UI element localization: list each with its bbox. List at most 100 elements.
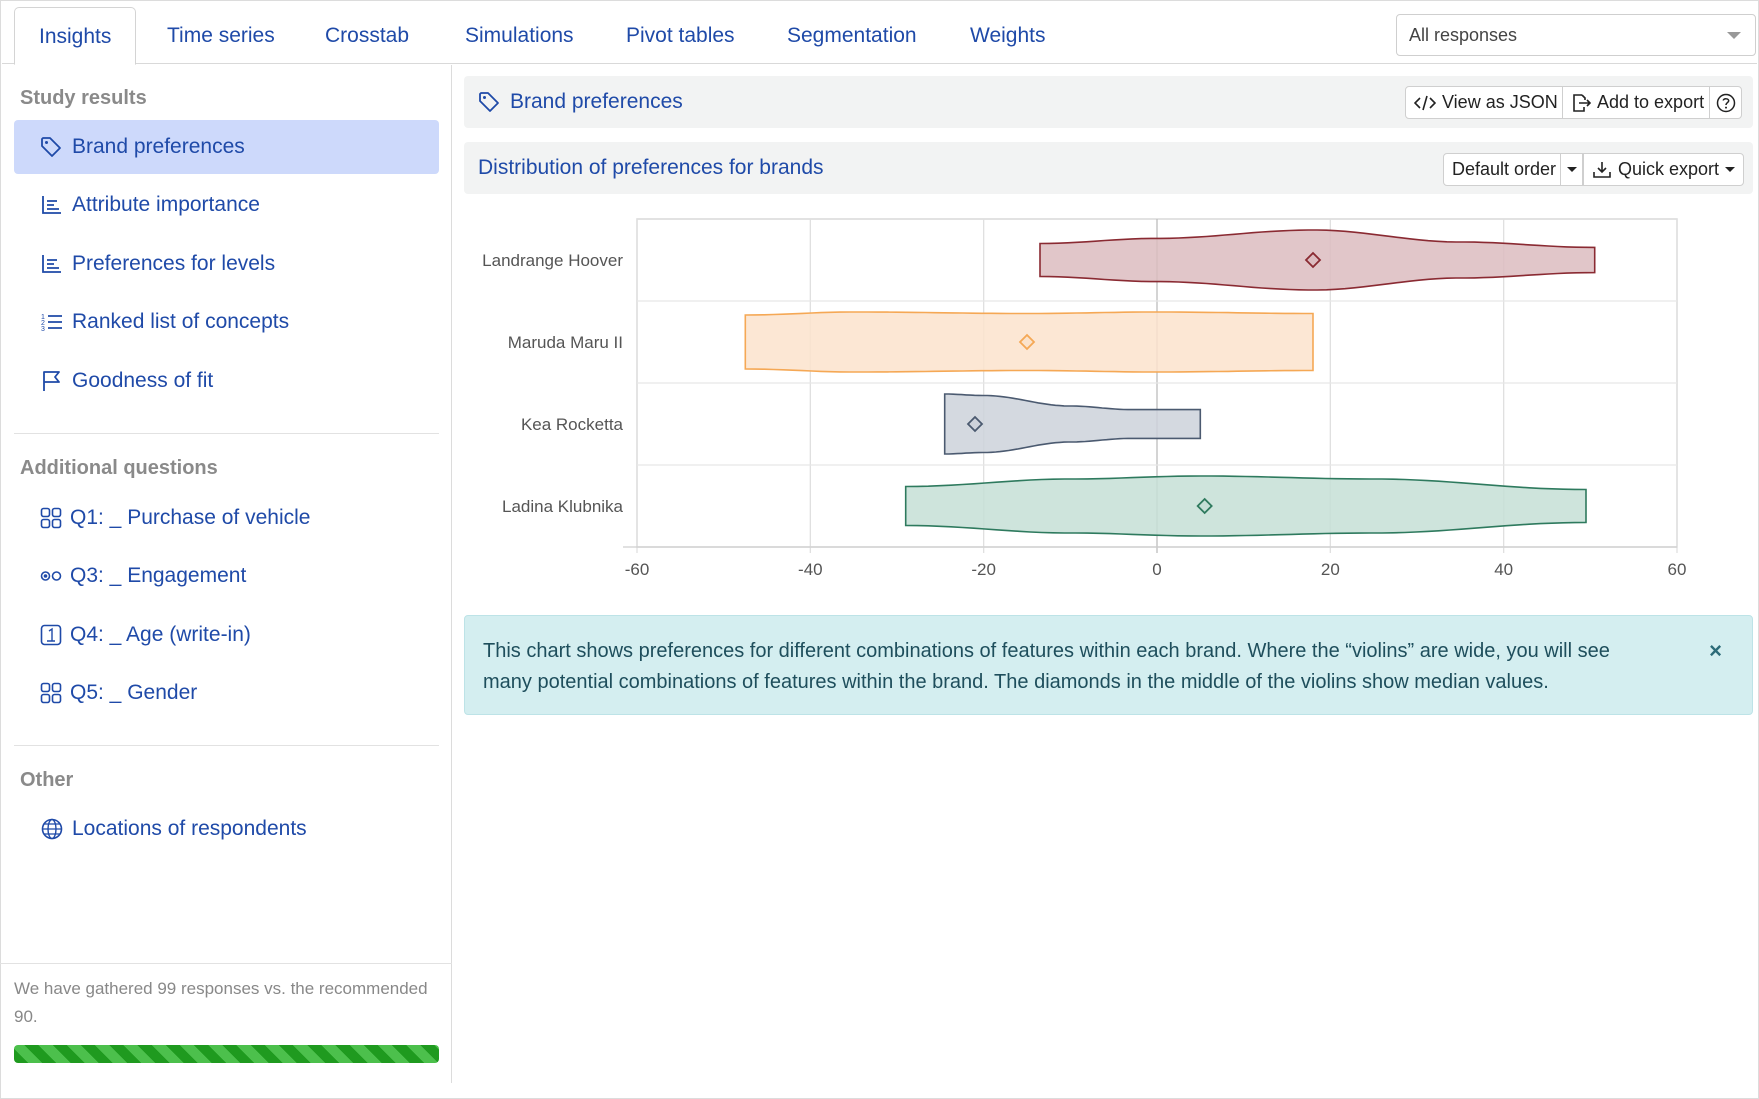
- download-icon: [1593, 161, 1611, 178]
- sidebar-divider: [14, 745, 439, 746]
- sidebar-item-label: Brand preferences: [72, 135, 245, 158]
- view-as-json-button[interactable]: View as JSON: [1405, 86, 1567, 119]
- sort-order-label: Default order: [1452, 159, 1557, 179]
- quick-export-button[interactable]: Quick export: [1583, 153, 1745, 186]
- x-tick-label: -60: [625, 560, 650, 579]
- radio-choice-icon: [40, 571, 62, 581]
- tag-icon: [479, 92, 499, 112]
- caret-down-icon: [1566, 167, 1577, 172]
- section-header: Brand preferences View as JSON Add to ex…: [464, 76, 1753, 128]
- sort-order-dropdown-toggle[interactable]: [1560, 153, 1583, 186]
- sidebar-item-label: Q3: _ Engagement: [70, 564, 247, 587]
- response-count-text: We have gathered 99 responses vs. the re…: [14, 979, 428, 1026]
- sidebar-item-q3[interactable]: Q3: _ Engagement: [14, 549, 439, 603]
- add-to-export-label: Add to export: [1597, 92, 1705, 112]
- chart-labels: -60 -40 -20 0 20 40 60 Landrange Hoover Maruda M…: [482, 251, 1686, 579]
- code-icon: [1414, 95, 1436, 110]
- median-marker: [1018, 333, 1036, 351]
- sidebar: Study results Brand preferences Attribut…: [0, 65, 452, 1083]
- response-filter-select[interactable]: All responses: [1396, 14, 1756, 56]
- y-category-label: Maruda Maru II: [508, 333, 623, 352]
- caret-down-icon: [1725, 167, 1736, 172]
- sidebar-item-attribute-importance[interactable]: Attribute importance: [14, 178, 439, 232]
- section-title-additional-questions: Additional questions: [20, 457, 218, 479]
- chart-title: Distribution of preferences for brands: [478, 142, 824, 194]
- sidebar-item-q4[interactable]: Q4: _ Age (write-in): [14, 608, 439, 662]
- grid-choice-icon: [40, 682, 62, 704]
- sidebar-item-label: Q4: _ Age (write-in): [70, 623, 251, 646]
- sidebar-item-label: Locations of respondents: [72, 817, 307, 840]
- median-marker: [966, 415, 984, 433]
- response-progress-bar: [14, 1045, 439, 1063]
- tab-crosstab[interactable]: Crosstab: [325, 24, 410, 47]
- help-button[interactable]: [1709, 86, 1742, 119]
- section-title: Brand preferences: [478, 76, 683, 128]
- median-marker: [1304, 251, 1322, 269]
- flag-icon: [43, 371, 60, 391]
- globe-icon: [41, 818, 63, 840]
- help-icon: [1716, 93, 1735, 112]
- bar-chart-icon: [42, 255, 61, 273]
- response-filter-value: All responses: [1409, 25, 1518, 45]
- sidebar-item-label: Attribute importance: [72, 193, 260, 216]
- x-tick-label: -40: [798, 560, 823, 579]
- svg-text:2: 2: [41, 320, 45, 327]
- sidebar-item-q1[interactable]: Q1: _ Purchase of vehicle: [14, 491, 439, 545]
- chart-info-text: This chart shows preferences for differe…: [483, 640, 1610, 693]
- tab-simulations[interactable]: Simulations: [465, 24, 574, 47]
- sidebar-divider: [14, 433, 439, 434]
- tag-icon: [41, 137, 61, 157]
- chart-info-alert: This chart shows preferences for differe…: [464, 615, 1753, 715]
- export-icon: [1573, 93, 1591, 112]
- sidebar-footer-divider: [0, 963, 452, 964]
- y-category-label: Landrange Hoover: [482, 251, 623, 270]
- section-title-other: Other: [20, 769, 74, 791]
- sidebar-item-goodness-of-fit[interactable]: Goodness of fit: [14, 354, 439, 408]
- sidebar-item-label: Q5: _ Gender: [70, 681, 198, 704]
- y-category-label: Kea Rocketta: [521, 415, 624, 434]
- violin-ladina-klubnika: [904, 475, 1587, 537]
- x-tick-label: 40: [1494, 560, 1513, 579]
- y-category-label: Ladina Klubnika: [502, 497, 624, 516]
- svg-text:3: 3: [41, 326, 45, 333]
- numbered-list-icon: 123: [41, 314, 62, 333]
- x-tick-label: 60: [1668, 560, 1687, 579]
- x-tick-label: 20: [1321, 560, 1340, 579]
- sidebar-item-q5[interactable]: Q5: _ Gender: [14, 666, 439, 720]
- bar-chart-icon: [42, 196, 61, 214]
- section-title-text: Brand preferences: [510, 90, 683, 113]
- chart-title-text: Distribution of preferences for brands: [478, 156, 824, 179]
- sort-order-button[interactable]: Default order: [1443, 153, 1566, 186]
- section-title-study-results: Study results: [20, 87, 147, 109]
- grid-choice-icon: [40, 507, 62, 529]
- median-marker: [1196, 497, 1213, 515]
- response-progress-fill: [14, 1045, 439, 1063]
- chart-header: Distribution of preferences for brands D…: [464, 142, 1753, 194]
- tab-time-series[interactable]: Time series: [167, 24, 275, 47]
- violin-chart: -60 -40 -20 0 20 40 60 Landrange Hoover Maruda M…: [482, 218, 1686, 579]
- svg-text:1: 1: [41, 314, 45, 321]
- sidebar-item-label: Ranked list of concepts: [72, 310, 290, 333]
- chevron-down-icon: [1727, 32, 1741, 39]
- quick-export-label: Quick export: [1618, 159, 1720, 179]
- tab-weights[interactable]: Weights: [970, 24, 1046, 47]
- sidebar-item-preferences-for-levels[interactable]: Preferences for levels: [14, 237, 439, 291]
- view-as-json-label: View as JSON: [1442, 92, 1558, 112]
- tab-pivot-tables[interactable]: Pivot tables: [626, 24, 735, 47]
- number-input-icon: [40, 624, 62, 646]
- close-icon[interactable]: ×: [1709, 638, 1722, 663]
- tab-segmentation[interactable]: Segmentation: [787, 24, 917, 47]
- sidebar-item-label: Q1: _ Purchase of vehicle: [70, 506, 311, 529]
- chart-violins: [744, 229, 1596, 537]
- sidebar-item-label: Preferences for levels: [72, 252, 276, 275]
- sidebar-item-brand-preferences[interactable]: Brand preferences: [14, 120, 439, 174]
- add-to-export-button[interactable]: Add to export: [1562, 86, 1714, 119]
- sidebar-item-locations[interactable]: Locations of respondents: [14, 802, 439, 856]
- sidebar-item-label: Goodness of fit: [72, 369, 214, 392]
- x-tick-label: -20: [971, 560, 996, 579]
- tab-bar: Insights Time series Crosstab Simulation…: [2, 0, 1757, 65]
- tab-insights[interactable]: Insights: [14, 7, 137, 65]
- x-tick-label: 0: [1152, 560, 1161, 579]
- violin-kea-rocketta: [943, 393, 1202, 455]
